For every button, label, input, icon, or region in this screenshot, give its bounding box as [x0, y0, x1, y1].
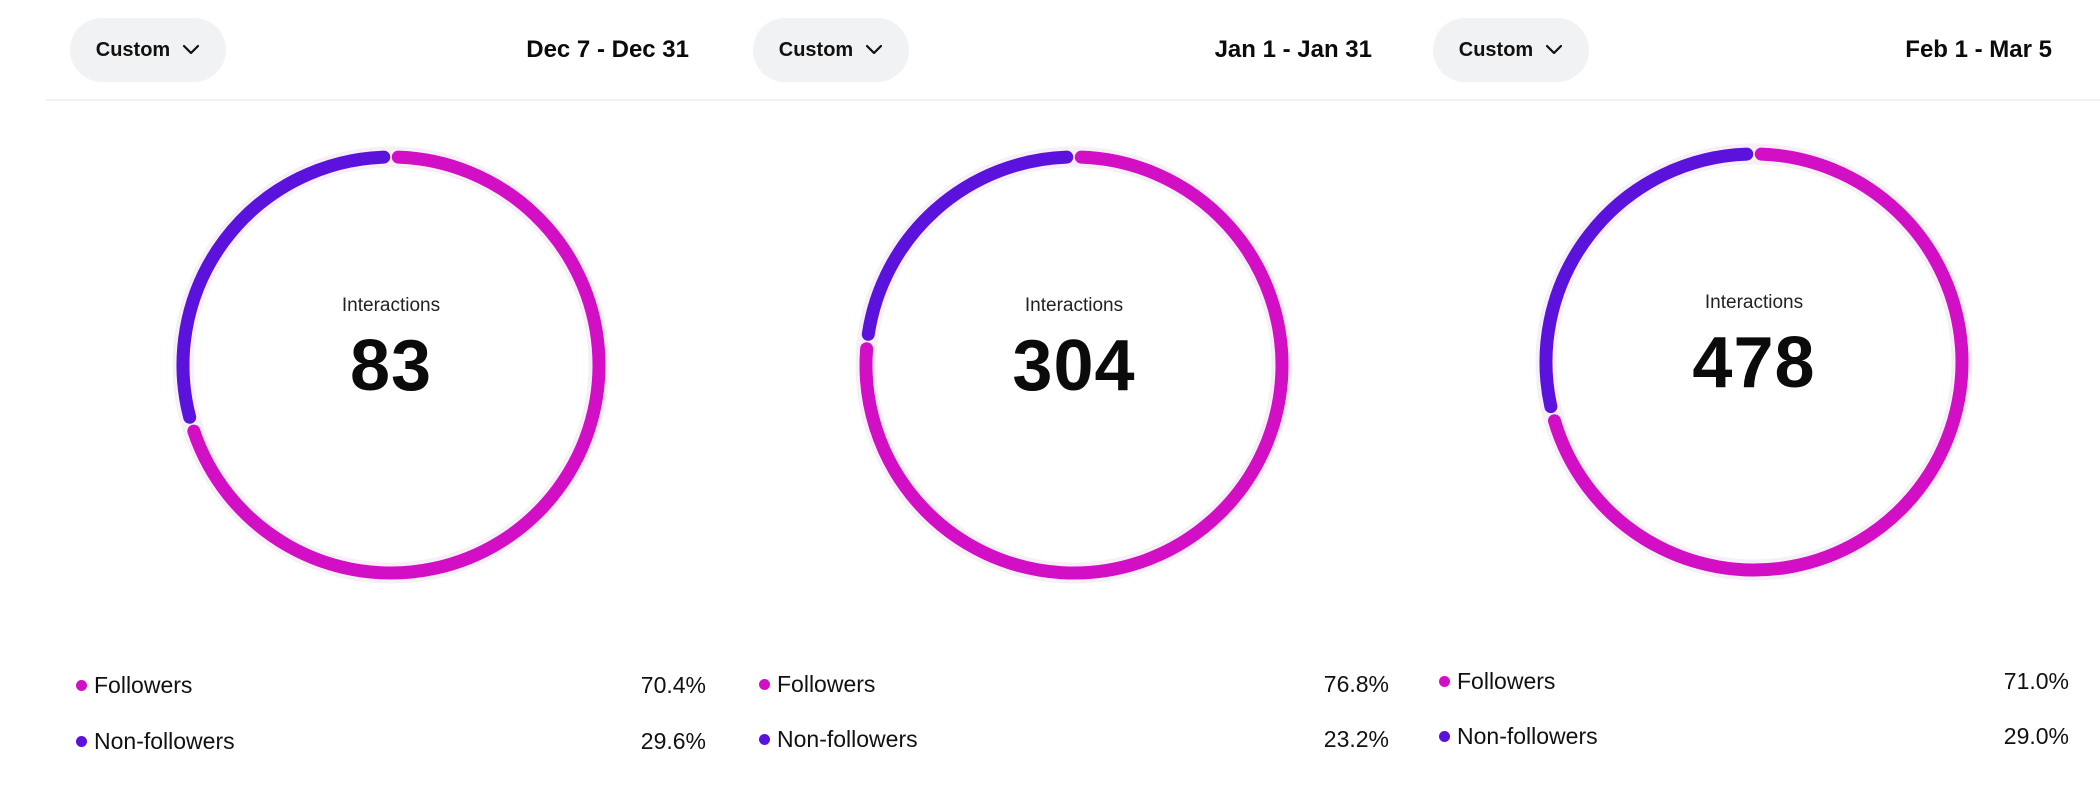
donut-segment-followers: [187, 150, 606, 580]
legend-percent: 29.6%: [640, 728, 706, 754]
metric-value: 304: [1012, 326, 1136, 406]
legend-item-followers: Followers 71.0%: [1437, 664, 2069, 700]
date-range-dropdown[interactable]: Custom: [753, 18, 909, 82]
legend-percent: 23.2%: [1323, 726, 1389, 752]
date-range-text: Jan 1 - Jan 31: [1214, 36, 1372, 63]
chevron-down-icon: [183, 44, 200, 55]
date-range-dropdown-label: Custom: [778, 38, 854, 61]
interactions-donut-chart: [1535, 143, 1973, 581]
non-followers-legend-dot: [76, 736, 87, 747]
date-range-dropdown[interactable]: Custom: [70, 18, 226, 82]
metric-value: 478: [1692, 323, 1816, 403]
date-range-dropdown[interactable]: Custom: [1433, 18, 1589, 82]
metric-label: Interactions: [1704, 292, 1804, 313]
chevron-down-icon: [866, 44, 883, 55]
legend-label: Followers: [777, 671, 876, 697]
legend-percent: 29.0%: [2003, 723, 2069, 749]
date-range-text: Feb 1 - Mar 5: [1905, 36, 2052, 63]
legend-item-non-followers: Non-followers 29.0%: [1437, 719, 2069, 755]
legend-label: Non-followers: [94, 728, 235, 754]
followers-legend-dot: [759, 679, 770, 690]
interactions-donut-chart: [172, 146, 610, 584]
legend-item-followers: Followers 76.8%: [757, 667, 1389, 703]
interactions-panel-dec: Custom Dec 7 - Dec 31 Interactions 83 Fo…: [0, 0, 706, 795]
header-divider: [46, 99, 2100, 101]
interactions-panel-feb-mar: Custom Feb 1 - Mar 5 Interactions 478 Fo…: [1363, 0, 2069, 795]
date-range-dropdown-label: Custom: [1458, 38, 1534, 61]
donut-segment-non-followers: [176, 150, 391, 424]
legend-item-followers: Followers 70.4%: [74, 668, 706, 704]
metric-label: Interactions: [1024, 295, 1124, 316]
chevron-down-icon: [1546, 44, 1563, 55]
legend-percent: 76.8%: [1323, 671, 1389, 697]
legend-label: Non-followers: [777, 726, 918, 752]
followers-legend-dot: [76, 680, 87, 691]
legend-percent: 70.4%: [640, 672, 706, 698]
non-followers-legend-dot: [759, 734, 770, 745]
non-followers-legend-dot: [1439, 731, 1450, 742]
legend-percent: 71.0%: [2003, 668, 2069, 694]
legend-label: Non-followers: [1457, 723, 1598, 749]
legend-item-non-followers: Non-followers 29.6%: [74, 724, 706, 760]
date-range-dropdown-label: Custom: [95, 38, 171, 61]
metric-value: 83: [349, 326, 433, 406]
legend-label: Followers: [1457, 668, 1556, 694]
metric-label: Interactions: [341, 295, 441, 316]
interactions-panel-jan: Custom Jan 1 - Jan 31 Interactions 304 F…: [683, 0, 1389, 795]
legend-item-non-followers: Non-followers 23.2%: [757, 722, 1389, 758]
interactions-donut-chart: [855, 146, 1293, 584]
followers-legend-dot: [1439, 676, 1450, 687]
donut-segment-non-followers: [1539, 147, 1754, 414]
donut-segment-non-followers: [861, 150, 1074, 341]
donut-segment-followers: [1547, 147, 1969, 577]
legend-label: Followers: [94, 672, 193, 698]
date-range-text: Dec 7 - Dec 31: [526, 36, 689, 63]
donut-segment-followers: [859, 150, 1289, 580]
